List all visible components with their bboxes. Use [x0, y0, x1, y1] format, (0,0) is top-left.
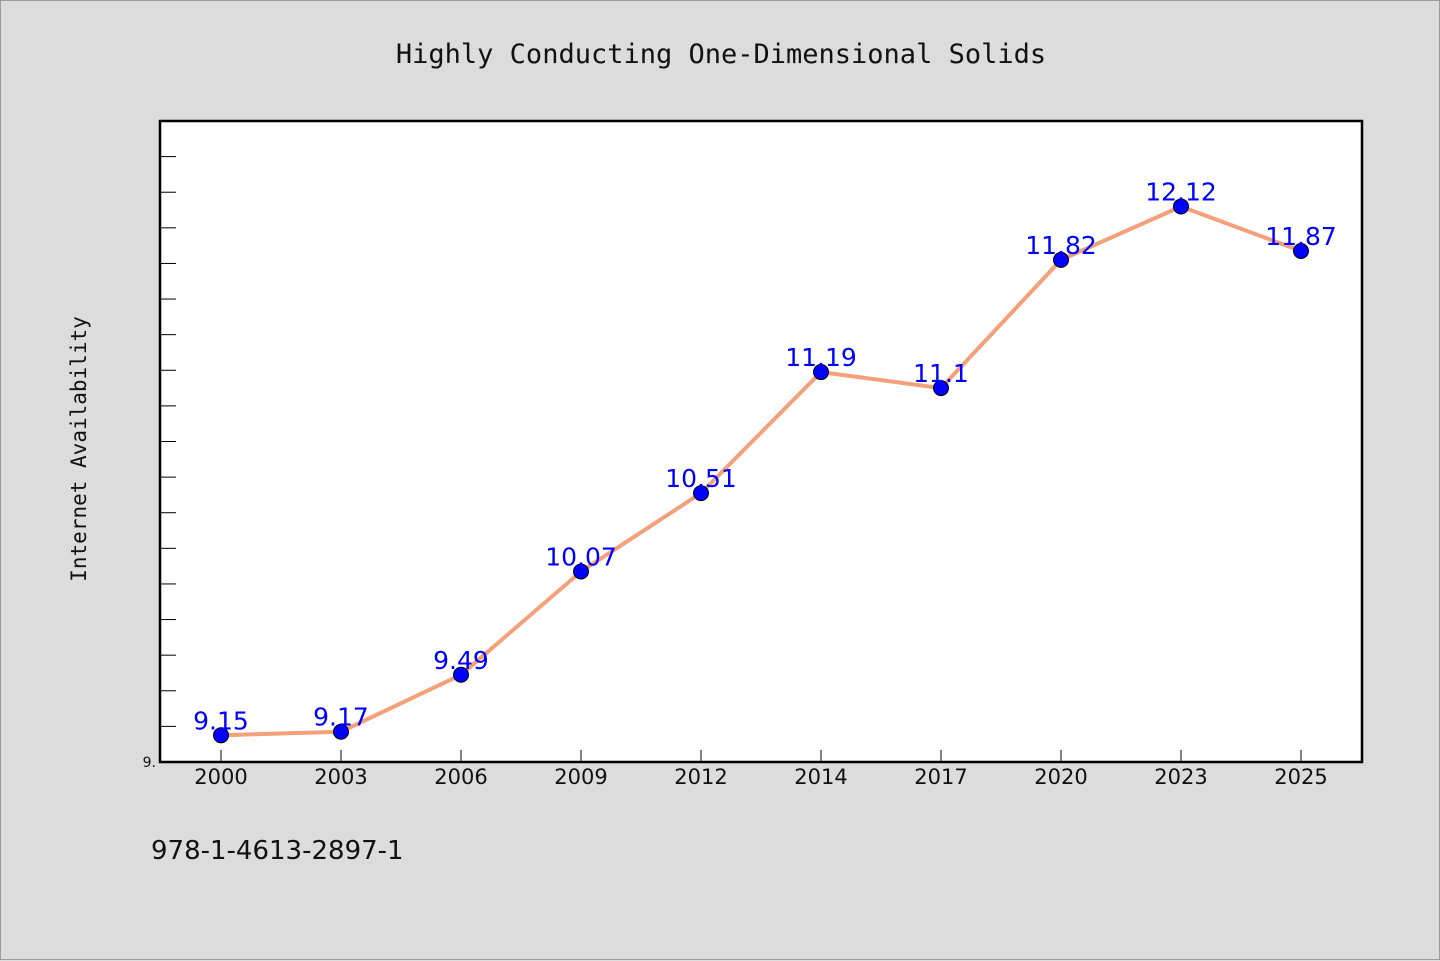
series-line — [220, 204, 1302, 738]
x-tick-label: 2025 — [1274, 765, 1327, 789]
data-label: 11.19 — [785, 343, 857, 372]
x-tick-label: 2012 — [674, 765, 727, 789]
data-point — [1293, 242, 1309, 259]
data-markers — [213, 198, 1309, 744]
data-point — [813, 364, 829, 381]
data-label: 9.49 — [433, 646, 489, 675]
x-tick-label: 2009 — [554, 765, 607, 789]
data-point — [1173, 198, 1189, 215]
chart-title: Highly Conducting One-Dimensional Solids — [396, 39, 1046, 70]
data-label: 12.12 — [1145, 177, 1217, 206]
data-labels: 9.15 9.17 9.49 10.07 10.51 11.19 11.1 11.82 12.1… — [193, 177, 1337, 735]
x-tick-label: 2017 — [914, 765, 967, 789]
data-label: 10.51 — [665, 464, 737, 493]
x-tick-label: 2023 — [1154, 765, 1207, 789]
x-tick-label: 2020 — [1034, 765, 1087, 789]
data-point — [333, 723, 349, 740]
x-tick-label: 2006 — [434, 765, 487, 789]
data-label: 11.87 — [1265, 222, 1337, 251]
data-label: 9.15 — [193, 706, 249, 735]
data-point — [213, 727, 229, 744]
y-axis-ticks: 9. — [143, 120, 176, 771]
x-tick-label: 2000 — [194, 765, 247, 789]
data-label: 11.1 — [913, 359, 969, 388]
data-point — [1053, 251, 1069, 268]
x-axis-ticks: 2000 2003 2006 2009 2012 2014 2017 2020 2023 2025 — [194, 750, 1328, 789]
x-tick-label: 2014 — [794, 765, 847, 789]
data-point — [933, 380, 949, 397]
y-axis-label: Internet Availability — [67, 316, 91, 582]
data-point — [573, 563, 589, 580]
data-label: 11.82 — [1025, 231, 1097, 260]
data-label: 9.17 — [313, 703, 369, 732]
data-point — [453, 666, 469, 683]
y-tick-label: 9. — [143, 755, 156, 771]
data-point — [693, 485, 709, 502]
plot-area — [158, 119, 1364, 764]
footer-code: 978-1-4613-2897-1 — [151, 836, 404, 866]
x-tick-label: 2003 — [314, 765, 367, 789]
data-label: 10.07 — [545, 542, 617, 571]
